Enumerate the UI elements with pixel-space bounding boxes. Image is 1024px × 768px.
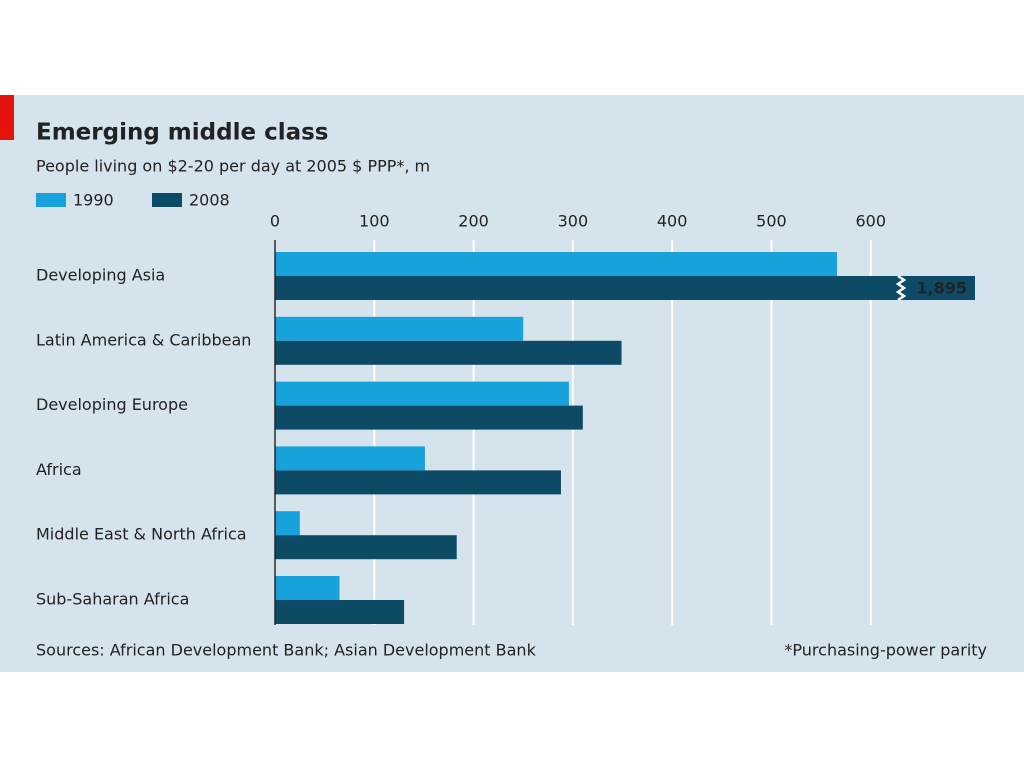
x-tick-label: 100 bbox=[359, 212, 390, 231]
x-tick-label: 200 bbox=[458, 212, 489, 231]
bar bbox=[275, 381, 569, 406]
category-label: Africa bbox=[36, 460, 82, 479]
chart-title: Emerging middle class bbox=[36, 120, 329, 146]
bar bbox=[275, 276, 975, 300]
bar bbox=[275, 252, 837, 276]
bar bbox=[275, 446, 425, 471]
x-tick-label: 500 bbox=[756, 212, 787, 231]
x-tick-label: 0 bbox=[270, 212, 280, 231]
category-label: Middle East & North Africa bbox=[36, 525, 247, 544]
red-tag bbox=[0, 95, 14, 140]
legend-label: 1990 bbox=[73, 191, 114, 210]
chart-subtitle: People living on $2-20 per day at 2005 $… bbox=[36, 157, 430, 176]
legend-label: 2008 bbox=[189, 191, 230, 210]
category-label: Sub-Saharan Africa bbox=[36, 590, 189, 609]
value-label: 1,895 bbox=[916, 279, 967, 298]
bar bbox=[275, 600, 405, 624]
legend-swatch bbox=[152, 193, 182, 207]
bar bbox=[275, 405, 583, 430]
bar bbox=[275, 340, 622, 365]
x-tick-label: 600 bbox=[855, 212, 886, 231]
bar bbox=[275, 576, 340, 600]
footnote: *Purchasing-power parity bbox=[784, 641, 987, 660]
category-label: Latin America & Caribbean bbox=[36, 330, 251, 349]
source: Sources: African Development Bank; Asian… bbox=[36, 641, 537, 660]
axis-break bbox=[895, 274, 907, 302]
x-tick-label: 300 bbox=[558, 212, 589, 231]
bar bbox=[275, 511, 300, 536]
bar bbox=[275, 316, 524, 341]
x-tick-label: 400 bbox=[657, 212, 688, 231]
bar bbox=[275, 470, 561, 495]
category-label: Developing Asia bbox=[36, 266, 165, 285]
bar bbox=[275, 535, 457, 560]
category-label: Developing Europe bbox=[36, 395, 188, 414]
legend-swatch bbox=[36, 193, 66, 207]
